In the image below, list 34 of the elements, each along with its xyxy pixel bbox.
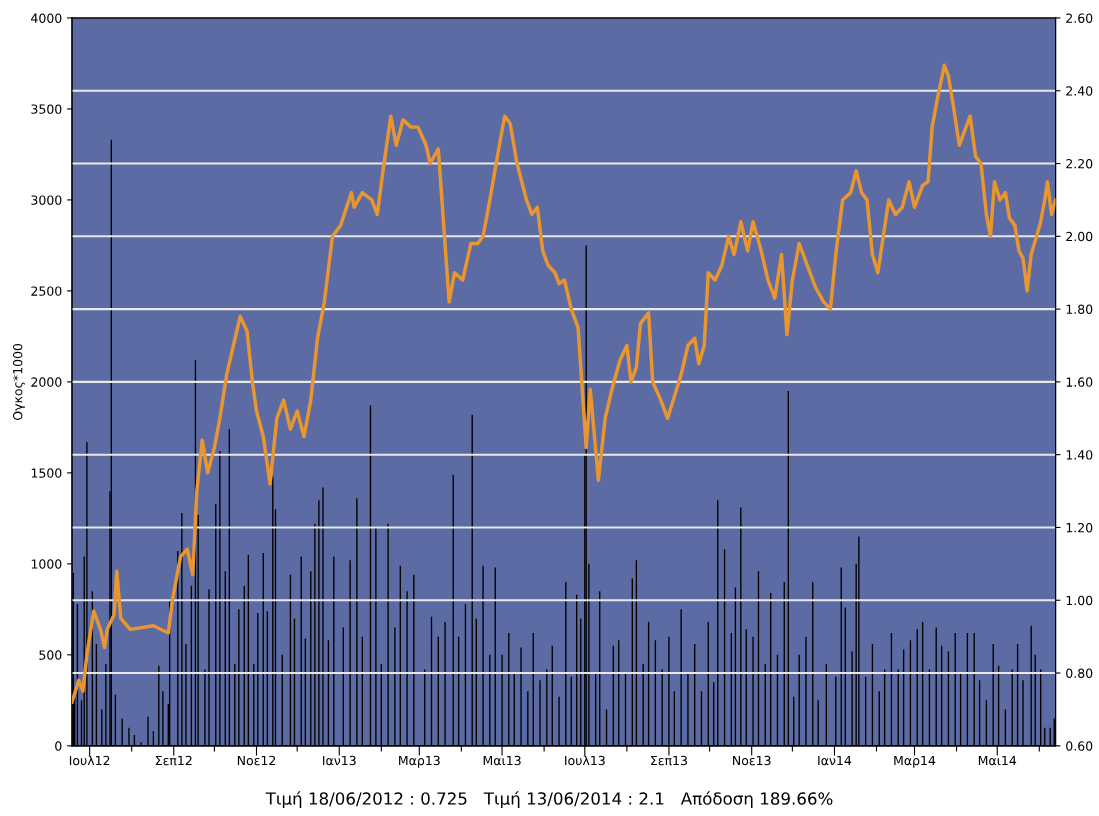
x-tick-label: Ιαν14 [818,755,852,766]
y-tick-label: 4000 [31,13,62,23]
y-tick-label: 0 [55,741,62,751]
x-tick-label: Μαι13 [483,755,521,766]
y2-tick-label: 1.80 [1066,304,1093,315]
x-tick-label: Μαι14 [978,755,1017,766]
y2-tick-label: 0.80 [1066,668,1093,678]
y-tick-label: 1000 [31,559,62,569]
text: Τιμή 18/06/2012 : 0.725 Τιμή 13/06/2014 : 2.1 Απόδοση 189.66% [265,791,833,809]
y-tick-label: 2500 [31,286,62,296]
x-tick-label: Ιουλ13 [565,755,605,766]
x-tick-label: Μαρ13 [399,755,440,768]
x-tick-label: Νοε12 [237,755,276,766]
y2-tick-label: 1.20 [1066,522,1093,533]
x-tick-label: Νοε13 [733,755,771,766]
y-tick-label: 500 [39,650,62,660]
x-tick-label: Σεπ13 [651,755,687,766]
x-tick-label: Σεπ12 [155,755,192,766]
x-tick-label: Ιαν13 [323,755,356,766]
y-tick-label: 2000 [31,377,62,387]
y2-tick-label: 2.20 [1066,159,1093,169]
y-tick-label: 3500 [31,104,62,114]
y2-tick-label: 2.40 [1066,86,1093,96]
x-tick-label: Ιουλ12 [69,755,110,766]
x-tick-label: Μαρ14 [894,755,936,768]
y-tick-label: 3000 [31,195,62,205]
y-axis-title: Ογκος*1000 [12,343,25,421]
y2-tick-label: 2.60 [1066,13,1093,23]
y2-tick-label: 1.00 [1066,595,1093,606]
y2-tick-label: 0.60 [1066,741,1093,751]
y2-tick-label: 1.60 [1066,377,1093,387]
y2-tick-label: 2.00 [1066,231,1093,242]
y2-tick-label: 1.40 [1066,450,1093,460]
y-tick-label: 1500 [31,468,62,478]
